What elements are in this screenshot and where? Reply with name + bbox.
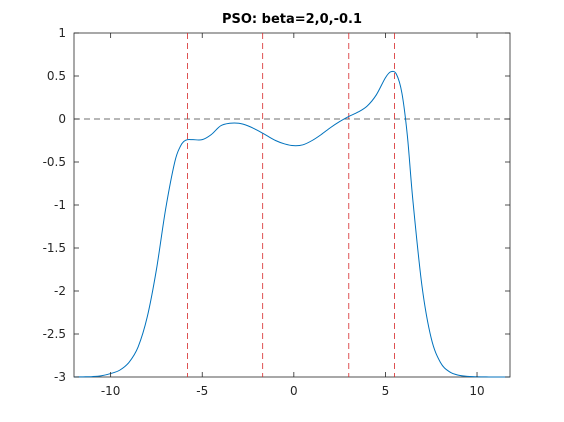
y-tick-label: 1 [58,26,66,40]
y-tick-label: -2.5 [43,327,66,341]
series-line-1 [73,70,511,378]
y-tick-label: -1 [54,198,66,212]
y-tick-label: 0 [58,112,66,126]
x-tick-label: -5 [196,384,208,398]
x-tick-label: 10 [469,384,484,398]
reference-lines [74,33,510,377]
y-tick-label: -3 [54,370,66,384]
y-tick-label: -2 [54,284,66,298]
x-tick-label: 5 [382,384,390,398]
x-tick-label: -10 [101,384,121,398]
y-tick-label: -1.5 [43,241,66,255]
x-tick-label: 0 [290,384,298,398]
y-tick-label: 0.5 [47,69,66,83]
x-axis: -10 -5 0 5 10 [101,33,485,398]
series-layer [73,70,511,378]
y-axis: 1 0.5 0 -0.5 -1 -1.5 -2 -2.5 -3 [43,26,510,384]
chart-title: PSO: beta=2,0,-0.1 [222,12,362,27]
y-tick-label: -0.5 [43,155,66,169]
plot-area-frame [73,32,511,378]
